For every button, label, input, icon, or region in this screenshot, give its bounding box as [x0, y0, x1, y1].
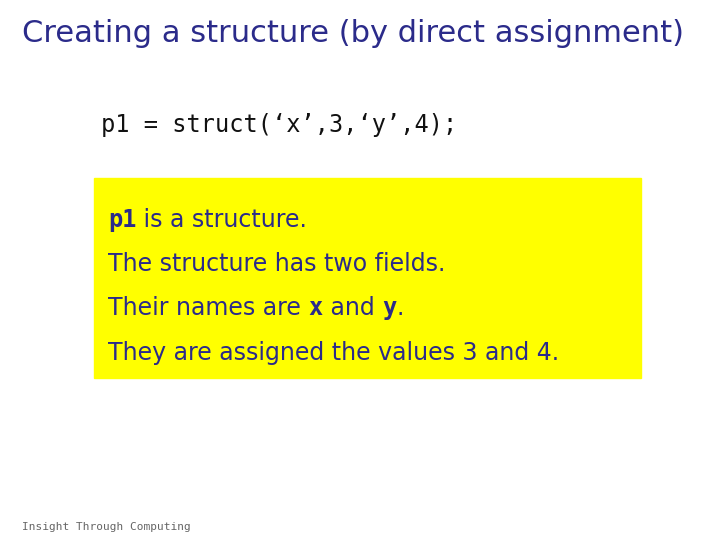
Text: .: . [396, 296, 403, 320]
Text: and: and [323, 296, 382, 320]
Text: Insight Through Computing: Insight Through Computing [22, 522, 190, 532]
Text: p1: p1 [108, 208, 137, 232]
Text: They are assigned the values 3 and 4.: They are assigned the values 3 and 4. [108, 341, 559, 364]
Text: p1 = struct(‘x’,3,‘y’,4);: p1 = struct(‘x’,3,‘y’,4); [101, 113, 457, 137]
Text: y: y [382, 296, 396, 320]
Text: Creating a structure (by direct assignment): Creating a structure (by direct assignme… [22, 19, 683, 48]
Text: The structure has two fields.: The structure has two fields. [108, 252, 446, 276]
Text: x: x [308, 296, 323, 320]
Text: is a structure.: is a structure. [137, 208, 307, 232]
Text: Their names are: Their names are [108, 296, 308, 320]
FancyBboxPatch shape [94, 178, 641, 378]
